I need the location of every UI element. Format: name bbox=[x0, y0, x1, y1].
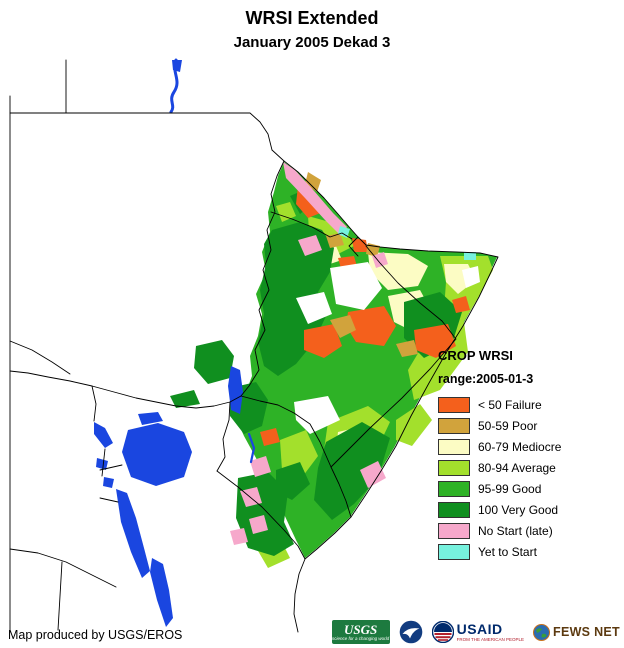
legend: CROP WRSI range:2005-01-3 < 50 Failure 5… bbox=[438, 348, 620, 565]
lake-victoria bbox=[122, 423, 192, 486]
map-credit: Map produced by USGS/EROS bbox=[8, 628, 183, 642]
globe-icon bbox=[533, 623, 551, 641]
usgs-wordmark: USGS bbox=[343, 622, 378, 637]
lake-edward bbox=[96, 458, 108, 470]
legend-item: 95-99 Good bbox=[438, 480, 620, 497]
usgs-logo: USGS science for a changing world bbox=[331, 620, 390, 644]
legend-title: CROP WRSI bbox=[438, 348, 513, 363]
noaa-icon bbox=[399, 620, 422, 644]
usgs-logo-box: USGS science for a changing world bbox=[331, 620, 390, 644]
legend-item: 60-79 Mediocre bbox=[438, 438, 620, 455]
legend-item: < 50 Failure bbox=[438, 396, 620, 413]
tana-river bbox=[247, 432, 256, 464]
fews-net-wordmark: FEWS NET bbox=[553, 625, 620, 639]
tanzania-zambia-border bbox=[9, 548, 117, 588]
page-title: WRSI Extended bbox=[245, 8, 379, 28]
uganda-tanzania-border bbox=[99, 464, 123, 471]
eritrea-ethiopia-border bbox=[270, 211, 353, 240]
sudan-eritrea-ethiopia-border bbox=[240, 160, 285, 397]
legend-item: Yet to Start bbox=[438, 543, 620, 560]
legend-swatch bbox=[438, 522, 470, 539]
lake-turkana bbox=[228, 366, 243, 414]
legend-item-label: 50-59 Poor bbox=[478, 418, 538, 433]
lake-nasser bbox=[172, 60, 182, 72]
legend-item-label: 100 Very Good bbox=[478, 502, 559, 517]
legend-swatch bbox=[438, 480, 470, 497]
lake-kivu bbox=[103, 477, 114, 488]
coastline bbox=[271, 149, 499, 633]
rift-lakes-border bbox=[101, 448, 106, 477]
lake-tanganyika bbox=[116, 489, 150, 578]
usgs-tagline: science for a changing world bbox=[332, 636, 390, 641]
wrsi-nostart-patches bbox=[230, 162, 388, 545]
sudan-southern-border bbox=[9, 370, 242, 409]
kenya-tanzania-border bbox=[216, 470, 306, 560]
logo-bar: USGS science for a changing world USAID … bbox=[331, 618, 620, 646]
egypt-sudan-border bbox=[9, 112, 273, 151]
legend-swatch bbox=[438, 543, 470, 560]
legend-swatch bbox=[438, 438, 470, 455]
legend-item-label: 80-94 Average bbox=[478, 460, 556, 475]
legend-swatch bbox=[438, 417, 470, 434]
wrsi-yettostart-patches bbox=[338, 226, 476, 260]
wrsi-verygood-patches bbox=[170, 190, 462, 556]
usaid-seal-icon bbox=[431, 621, 454, 643]
legend-swatch bbox=[438, 459, 470, 476]
usaid-text: USAID FROM THE AMERICAN PEOPLE bbox=[457, 622, 524, 642]
page-subtitle: January 2005 Dekad 3 bbox=[233, 34, 391, 51]
wrsi-data-layer bbox=[170, 162, 497, 568]
legend-item: 80-94 Average bbox=[438, 459, 620, 476]
lake-kyoga bbox=[138, 412, 163, 425]
usaid-logo: USAID FROM THE AMERICAN PEOPLE bbox=[431, 621, 524, 643]
legend-item-label: No Start (late) bbox=[478, 523, 553, 538]
drc-zambia-border bbox=[57, 561, 63, 631]
legend-swatch bbox=[438, 501, 470, 518]
country-borders bbox=[9, 59, 499, 633]
legend-item-label: 95-99 Good bbox=[478, 481, 542, 496]
lake-albert bbox=[94, 422, 113, 448]
legend-item-label: 60-79 Mediocre bbox=[478, 439, 562, 454]
lake-malawi bbox=[150, 558, 173, 627]
legend-item: 100 Very Good bbox=[438, 501, 620, 518]
ethiopia-somalia-border bbox=[330, 245, 457, 468]
usaid-tagline: FROM THE AMERICAN PEOPLE bbox=[456, 636, 525, 642]
sudan-car-border bbox=[9, 340, 71, 375]
water-bodies bbox=[94, 58, 256, 627]
legend-range-label: range:2005-01-3 bbox=[438, 372, 534, 386]
ethiopia-kenya-border bbox=[240, 395, 332, 468]
djibouti-border bbox=[348, 236, 359, 257]
legend-item-label: < 50 Failure bbox=[478, 397, 542, 412]
legend-item-label: Yet to Start bbox=[478, 544, 537, 559]
usaid-wordmark: USAID bbox=[456, 621, 503, 637]
no-data-holes bbox=[294, 262, 480, 434]
legend-swatch bbox=[438, 396, 470, 413]
noaa-logo bbox=[399, 620, 423, 644]
uganda-kenya-border bbox=[216, 401, 231, 472]
uganda-drc-border bbox=[91, 385, 97, 422]
rwanda-burundi-border bbox=[99, 497, 119, 503]
wrsi-poor-patches bbox=[305, 172, 418, 357]
fews-net-logo: FEWS NET bbox=[533, 623, 620, 641]
kenya-somalia-border bbox=[330, 466, 352, 518]
legend-item: 50-59 Poor bbox=[438, 417, 620, 434]
legend-item: No Start (late) bbox=[438, 522, 620, 539]
